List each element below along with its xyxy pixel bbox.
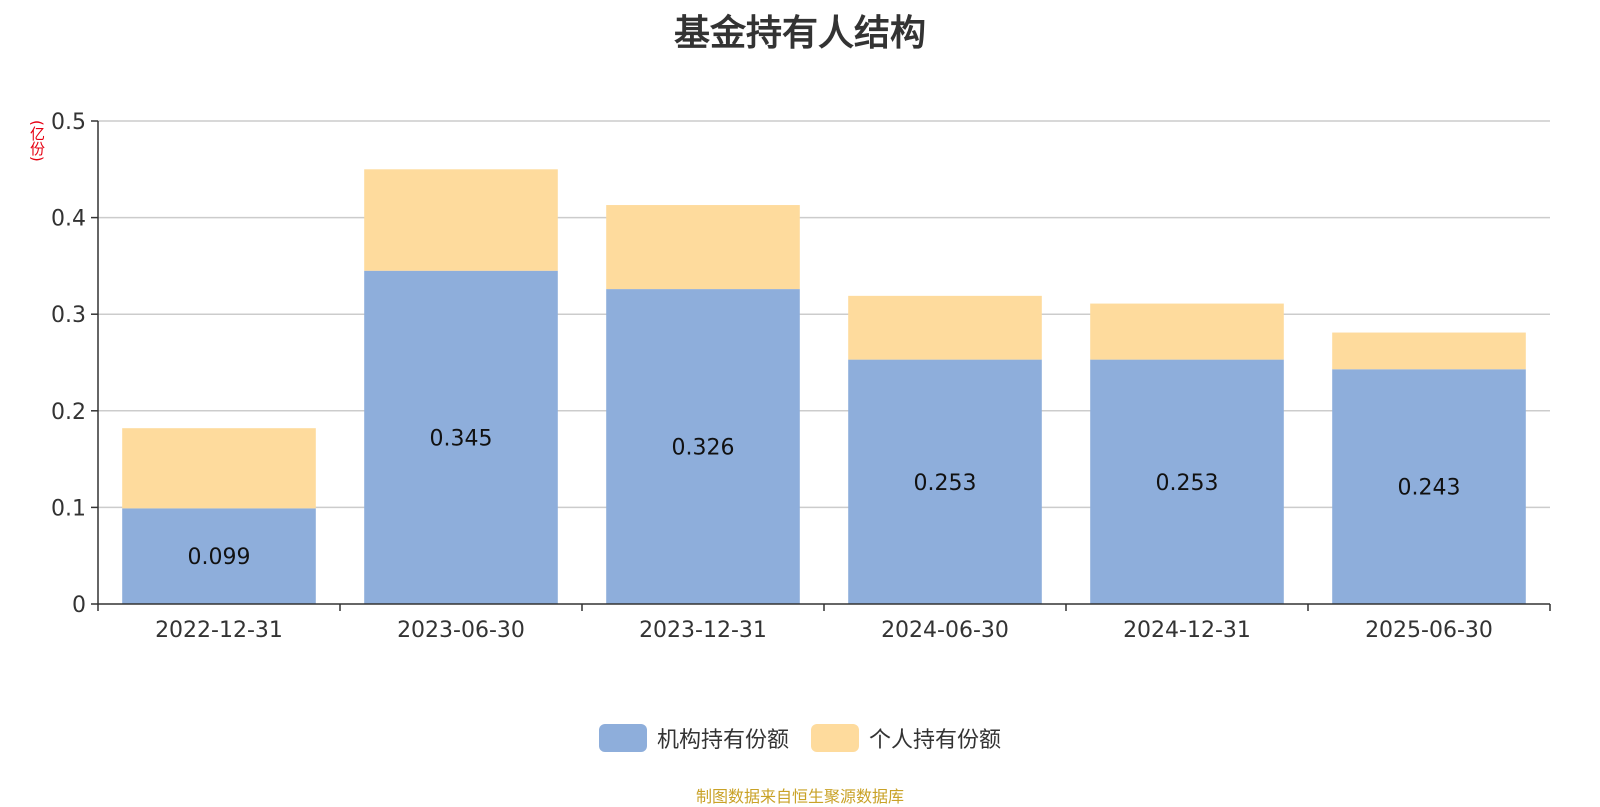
- y-tick-label: 0: [72, 593, 86, 618]
- stacked-bar-chart: 0 0.1 0.2 0.3 0.4 0.5 2022-12-31 2023-06-30 2023…: [51, 110, 1551, 643]
- bar-value-label: 0.345: [430, 426, 493, 451]
- bar-individual: [122, 428, 316, 509]
- x-tick-label: 2022-12-31: [155, 618, 283, 643]
- x-tick-label: 2025-06-30: [1365, 618, 1493, 643]
- bar-institutional: [364, 270, 558, 604]
- x-tick-label: 2023-12-31: [639, 618, 767, 643]
- y-tick-label: 0.2: [51, 400, 86, 425]
- x-tick-label: 2024-12-31: [1123, 618, 1251, 643]
- bar-value-label: 0.099: [188, 545, 251, 570]
- legend-label-individual: 个人持有份额: [869, 728, 1002, 753]
- bar-institutional: [1332, 369, 1526, 604]
- y-tick-label: 0.4: [51, 207, 86, 232]
- data-labels: 0.099 0.345 0.326 0.253 0.253 0.243: [188, 426, 1461, 570]
- legend-item-institutional[interactable]: 机构持有份额: [598, 722, 789, 754]
- y-axis-unit-label: (亿份): [28, 120, 46, 162]
- bar-value-label: 0.253: [914, 471, 977, 496]
- source-note: 制图数据来自恒生聚源数据库: [695, 787, 904, 806]
- bar-value-label: 0.253: [1156, 471, 1219, 496]
- bar-institutional: [606, 289, 800, 604]
- bar-individual: [1332, 332, 1526, 370]
- legend-swatch-individual: [811, 724, 859, 752]
- x-tick-label: 2024-06-30: [881, 618, 1009, 643]
- bars: [122, 169, 1526, 604]
- chart-title: 基金持有人结构: [673, 13, 926, 54]
- bar-institutional: [848, 359, 1042, 604]
- y-tick-label: 0.1: [51, 496, 86, 521]
- bar-institutional: [122, 508, 316, 604]
- bar-individual: [1090, 303, 1284, 360]
- legend-item-individual[interactable]: 个人持有份额: [811, 722, 1001, 754]
- bar-individual: [364, 169, 558, 271]
- bar-institutional: [1090, 359, 1284, 604]
- y-tick-label: 0.3: [51, 303, 86, 328]
- grid-lines: [98, 120, 1550, 509]
- x-tick-label: 2023-06-30: [397, 618, 525, 643]
- bar-individual: [848, 295, 1042, 360]
- axes: 0 0.1 0.2 0.3 0.4 0.5 2022-12-31 2023-06-30 2023…: [51, 110, 1551, 643]
- bar-individual: [606, 205, 800, 290]
- legend-swatch-institutional: [598, 724, 647, 752]
- legend-label-institutional: 机构持有份额: [656, 728, 789, 753]
- legend: 机构持有份额 个人持有份额: [0, 722, 1600, 754]
- bar-value-label: 0.326: [672, 436, 735, 461]
- y-tick-label: 0.5: [51, 110, 86, 135]
- bar-value-label: 0.243: [1398, 476, 1461, 501]
